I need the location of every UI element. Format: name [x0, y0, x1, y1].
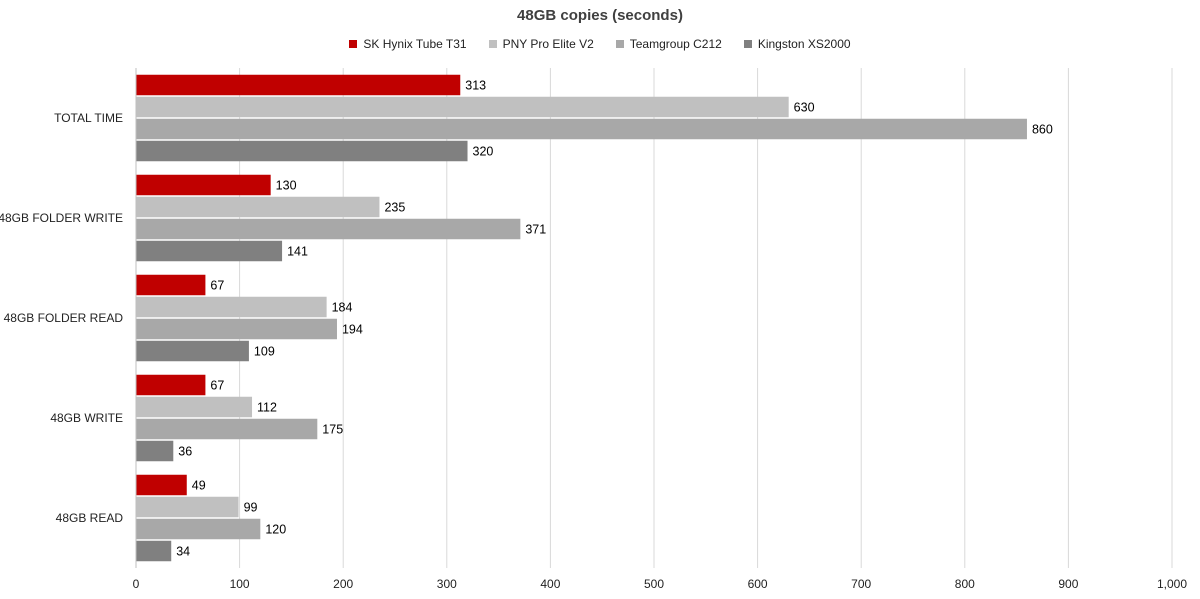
data-label: 141	[287, 245, 308, 259]
x-tick-label: 900	[1058, 577, 1078, 591]
bar	[136, 496, 239, 518]
x-tick-label: 500	[644, 577, 664, 591]
data-label: 130	[276, 179, 297, 193]
legend-label: SK Hynix Tube T31	[363, 37, 467, 51]
data-label: 184	[332, 301, 353, 315]
data-label: 67	[210, 279, 224, 293]
bar	[136, 518, 261, 540]
chart-title: 48GB copies (seconds)	[517, 7, 683, 24]
bar	[136, 240, 283, 262]
data-label: 371	[525, 223, 546, 237]
x-tick-label: 300	[437, 577, 457, 591]
data-label: 120	[265, 523, 286, 537]
bar	[136, 474, 187, 496]
x-tick-label: 700	[851, 577, 871, 591]
chart-legend: SK Hynix Tube T31 PNY Pro Elite V2 Teamgro…	[0, 37, 1200, 51]
data-label: 320	[473, 145, 494, 159]
bar	[136, 540, 172, 562]
x-tick-label: 800	[955, 577, 975, 591]
legend-swatch	[349, 40, 358, 48]
x-tick-label: 1,000	[1157, 577, 1187, 591]
bar	[136, 96, 789, 118]
data-label: 175	[322, 423, 343, 437]
bar	[136, 296, 327, 318]
data-label: 112	[257, 401, 277, 415]
bar	[136, 318, 337, 340]
x-tick-label: 400	[540, 577, 560, 591]
data-label: 67	[210, 379, 224, 393]
category-label: 48GB FOLDER READ	[4, 311, 124, 325]
bar	[136, 74, 461, 96]
data-label: 235	[384, 201, 405, 215]
category-label: 48GB WRITE	[50, 411, 123, 425]
legend-label: Teamgroup C212	[629, 37, 722, 51]
bar	[136, 274, 206, 296]
legend-item: SK Hynix Tube T31	[349, 37, 467, 51]
x-tick-label: 200	[333, 577, 353, 591]
data-label: 630	[794, 101, 815, 115]
legend-item: PNY Pro Elite V2	[488, 37, 594, 51]
x-tick-label: 100	[230, 577, 250, 591]
data-label: 109	[254, 345, 275, 359]
bar	[136, 174, 271, 196]
x-tick-label: 0	[133, 577, 140, 591]
bar	[136, 140, 468, 162]
x-tick-label: 600	[748, 577, 768, 591]
data-label: 313	[465, 79, 486, 93]
legend-item: Teamgroup C212	[615, 37, 722, 51]
bar	[136, 440, 174, 462]
legend-swatch	[488, 40, 497, 48]
category-label: TOTAL TIME	[54, 111, 123, 125]
category-label: 48GB READ	[56, 511, 124, 525]
bar	[136, 196, 380, 218]
data-label: 99	[244, 501, 258, 515]
bar	[136, 396, 253, 418]
bar	[136, 340, 249, 362]
legend-label: Kingston XS2000	[757, 37, 851, 51]
legend-item: Kingston XS2000	[743, 37, 851, 51]
bar	[136, 218, 521, 240]
bar	[136, 418, 318, 440]
data-label: 34	[176, 545, 190, 559]
legend-swatch	[743, 40, 752, 48]
data-label: 36	[178, 445, 192, 459]
data-label: 49	[192, 479, 206, 493]
bar	[136, 118, 1027, 140]
data-label: 194	[342, 323, 363, 337]
bar	[136, 374, 206, 396]
data-label: 860	[1032, 123, 1053, 137]
legend-swatch	[615, 40, 624, 48]
category-label: 48GB FOLDER WRITE	[0, 211, 123, 225]
legend-label: PNY Pro Elite V2	[502, 37, 594, 51]
